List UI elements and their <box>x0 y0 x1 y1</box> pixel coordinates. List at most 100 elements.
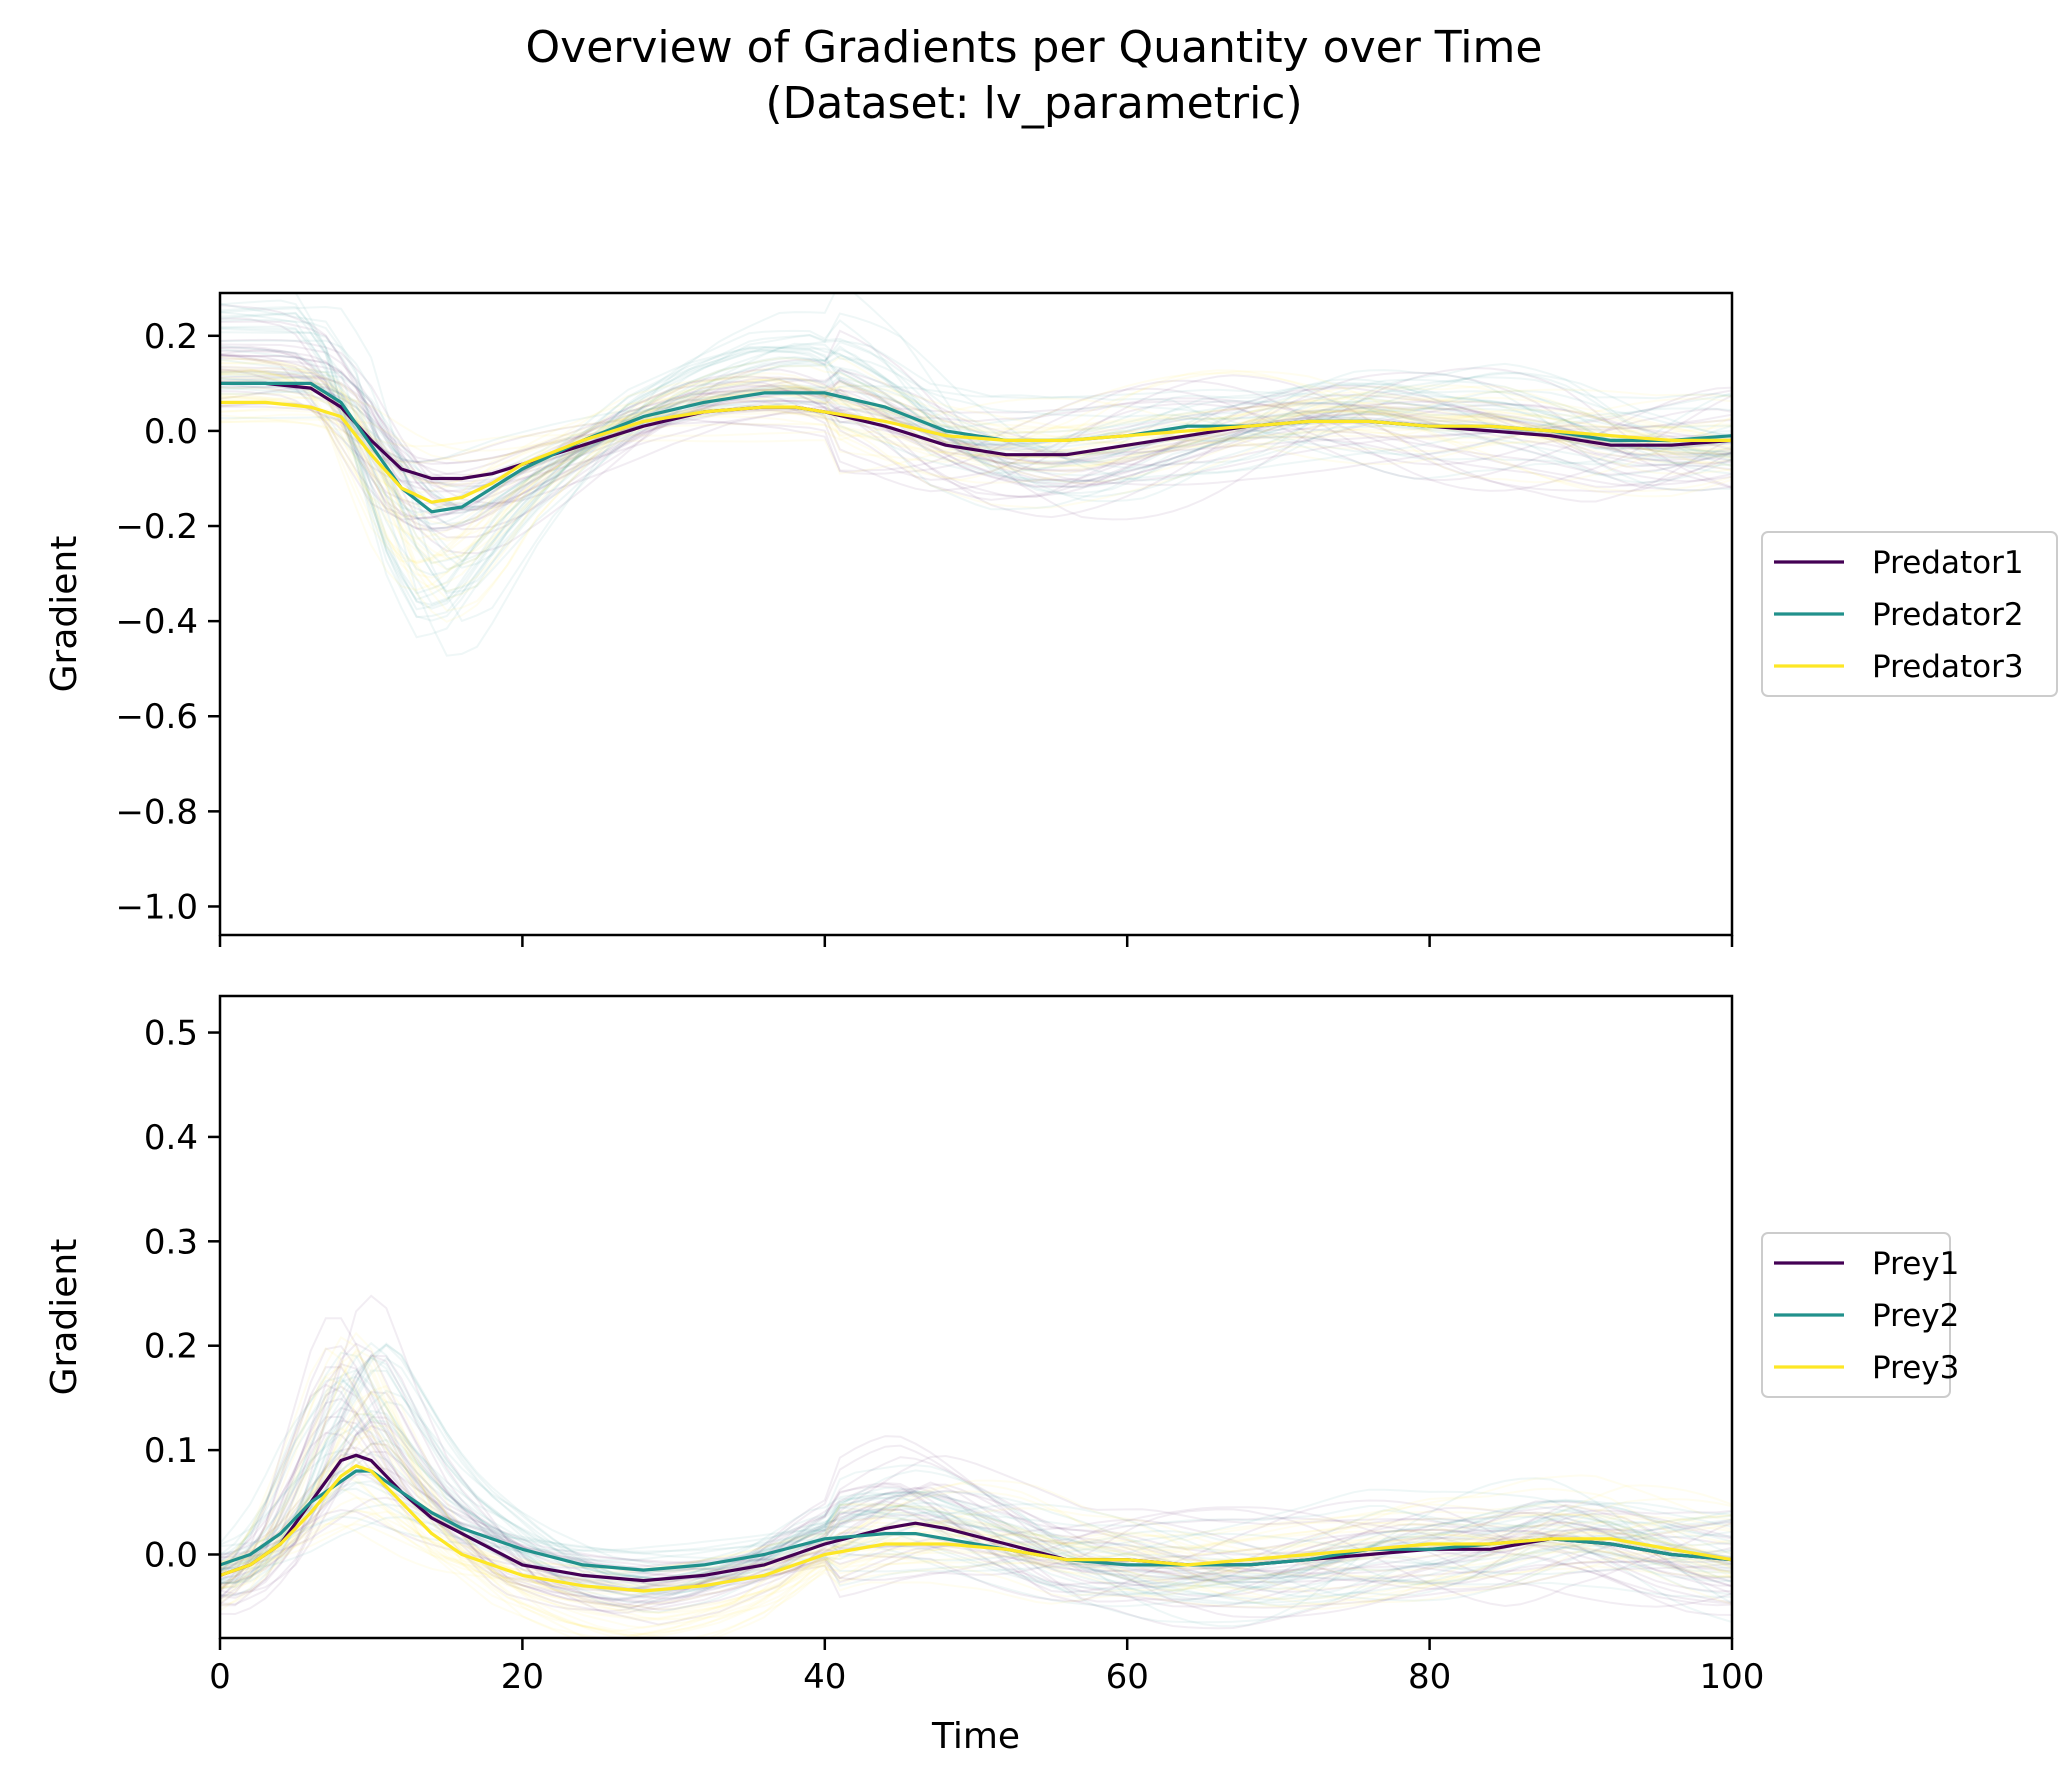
sample-trace-line <box>220 1294 1732 1626</box>
sample-trace-line <box>220 1369 1732 1604</box>
y-tick-label: −0.2 <box>115 507 198 547</box>
x-tick-label: 20 <box>501 1657 544 1697</box>
sample-trace-line <box>220 1356 1732 1624</box>
predator-gradient-panel: 0.2 0.0 −0.2 −0.4 −0.6 −0.8 −1.0 Gradient Pred… <box>44 291 2058 947</box>
prey-x-axis: 0 20 40 60 80 100 <box>209 1638 1764 1697</box>
sample-trace-line <box>220 367 1732 541</box>
sample-trace-line <box>220 1406 1732 1594</box>
sample-trace-line <box>220 340 1732 564</box>
sample-trace-line <box>220 1473 1732 1591</box>
sample-trace-line <box>220 1510 1732 1571</box>
sample-trace-line <box>220 304 1732 555</box>
x-tick-label: 80 <box>1408 1657 1451 1697</box>
sample-trace-line <box>220 369 1732 600</box>
sample-trace-line <box>220 299 1732 601</box>
sample-trace-line <box>220 397 1732 466</box>
sample-trace-line <box>220 1384 1732 1638</box>
sample-trace-line <box>220 367 1732 564</box>
sample-trace-line <box>220 348 1732 563</box>
y-tick-label: −1.0 <box>115 887 198 927</box>
sample-trace-line <box>220 386 1732 557</box>
sample-trace-line <box>220 1375 1732 1597</box>
sample-trace-line <box>220 370 1732 486</box>
sample-trace-line <box>220 317 1732 530</box>
sample-trace-line <box>220 1425 1732 1593</box>
sample-trace-line <box>220 375 1732 488</box>
y-tick-label: −0.8 <box>115 792 198 832</box>
sample-trace-line <box>220 357 1732 565</box>
sample-trace-line <box>220 367 1732 520</box>
sample-trace-line <box>220 1354 1732 1604</box>
prey-series-lines <box>220 1453 1732 1593</box>
legend-label: Prey3 <box>1872 1350 1959 1386</box>
sample-trace-line <box>220 312 1732 610</box>
predator-sample-traces <box>220 293 1732 657</box>
sample-trace-line <box>220 1424 1732 1616</box>
time-x-axis-label: Time <box>931 1716 1020 1757</box>
sample-trace-line <box>220 355 1732 623</box>
sample-trace-line <box>220 1496 1732 1588</box>
y-tick-label: 0.2 <box>144 317 198 357</box>
sample-trace-line <box>220 349 1732 511</box>
sample-trace-line <box>220 1513 1732 1583</box>
sample-trace-line <box>220 305 1732 623</box>
prey-plot-frame <box>218 994 1734 1640</box>
sample-trace-line <box>220 1454 1732 1596</box>
x-tick-label: 0 <box>209 1657 231 1697</box>
legend-box <box>1761 531 2058 697</box>
sample-trace-line <box>220 1342 1732 1596</box>
sample-trace-line <box>220 376 1732 515</box>
sample-trace-line <box>220 374 1732 510</box>
legend-label: Predator1 <box>1872 545 2024 581</box>
sample-trace-line <box>220 372 1732 493</box>
sample-trace-line <box>220 377 1732 486</box>
sample-trace-line <box>220 1390 1732 1616</box>
sample-trace-line <box>220 1413 1732 1628</box>
sample-trace-line <box>220 1480 1732 1598</box>
prey-gradient-panel: 0.5 0.4 0.3 0.2 0.1 0.0 0 20 40 60 80 100 Gradient… <box>44 994 1959 1757</box>
sample-trace-line <box>220 392 1732 541</box>
sample-trace-line <box>220 1354 1732 1611</box>
sample-trace-line <box>220 370 1732 563</box>
sample-trace-line <box>220 1317 1732 1614</box>
sample-trace-line <box>220 1348 1732 1638</box>
sample-trace-line <box>220 320 1732 539</box>
series-line-predator3 <box>220 400 1732 504</box>
sample-trace-line <box>220 353 1732 520</box>
sample-trace-line <box>220 1391 1732 1638</box>
sample-trace-line <box>220 371 1732 526</box>
sample-trace-line <box>220 1508 1732 1573</box>
legend-label: Prey1 <box>1872 1246 1959 1282</box>
sample-trace-line <box>220 1345 1732 1607</box>
sample-trace-line <box>220 1470 1732 1608</box>
legend-label: Predator3 <box>1872 649 2024 685</box>
predator-x-axis <box>218 935 1734 947</box>
prey-sample-traces <box>220 1294 1732 1638</box>
sample-trace-line <box>220 1464 1732 1591</box>
y-tick-label: −0.6 <box>115 697 198 737</box>
y-tick-label: 0.4 <box>144 1118 198 1158</box>
sample-trace-line <box>220 357 1732 509</box>
sample-trace-line <box>220 1502 1732 1600</box>
sample-trace-line <box>220 1341 1732 1595</box>
prey-y-axis: 0.5 0.4 0.3 0.2 0.1 0.0 <box>144 1014 220 1575</box>
x-tick-label: 100 <box>1700 1657 1765 1697</box>
sample-trace-line <box>220 354 1732 531</box>
legend-label: Prey2 <box>1872 1298 1959 1334</box>
sample-trace-line <box>220 405 1732 465</box>
sample-trace-line <box>220 1390 1732 1621</box>
sample-trace-line <box>220 386 1732 482</box>
sample-trace-line <box>220 1343 1732 1607</box>
sample-trace-line <box>220 383 1732 487</box>
y-tick-label: 0.0 <box>144 412 198 452</box>
sample-trace-line <box>220 305 1732 622</box>
sample-trace-line <box>220 384 1732 519</box>
sample-trace-line <box>220 1362 1732 1609</box>
sample-trace-line <box>220 327 1732 593</box>
sample-trace-line <box>220 1353 1732 1638</box>
sample-trace-line <box>220 1366 1732 1619</box>
sample-trace-line <box>220 1442 1732 1608</box>
sample-trace-line <box>220 385 1732 542</box>
sample-trace-line <box>220 407 1732 465</box>
sample-trace-line <box>220 379 1732 492</box>
